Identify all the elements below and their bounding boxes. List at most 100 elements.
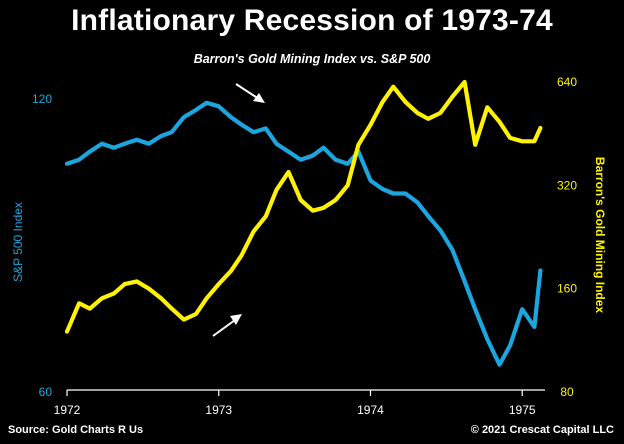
series-1-point [404, 100, 407, 104]
series-1-point [159, 297, 163, 300]
series-0-point [439, 229, 442, 232]
series-0-point [100, 142, 104, 145]
series-1-point [533, 140, 536, 143]
series-1-point [147, 287, 151, 290]
y-left-tick-label: 120 [32, 92, 52, 106]
series-0-point [112, 146, 116, 149]
series-1-point [346, 184, 349, 187]
series-1-point [498, 120, 501, 124]
left-axis-ticks: 60 120 [32, 92, 52, 399]
y-right-axis-label: Barron's Gold Mining Index [593, 157, 607, 314]
series-0-point [252, 131, 255, 134]
series-0-point [159, 134, 163, 138]
series-1-point [287, 170, 290, 174]
y-right-tick-label: 80 [560, 385, 574, 399]
series-1-point [264, 215, 267, 218]
series-0-point [322, 146, 325, 149]
series-0-point [65, 162, 69, 165]
series-line-1 [64, 79, 543, 334]
series-line-0 [64, 100, 543, 367]
series-0-point [463, 280, 466, 283]
series-1-point [322, 206, 325, 210]
series-layer [64, 79, 543, 367]
series-1-point [508, 136, 512, 140]
series-0-point [123, 142, 126, 145]
series-0-point [182, 116, 185, 119]
x-tick-label: 1974 [357, 403, 384, 417]
series-1-point [205, 297, 208, 300]
chart-title: Inflationary Recession of 1973-74 [71, 4, 553, 37]
series-1-point [539, 126, 542, 130]
series-0-point [346, 162, 349, 165]
x-tick-label: 1973 [205, 403, 232, 417]
series-0-point [533, 325, 536, 329]
y-left-tick-label: 60 [39, 385, 53, 399]
series-0-point [416, 201, 419, 204]
series-0-point [369, 179, 372, 182]
y-right-tick-label: 320 [557, 178, 577, 192]
source-note: Source: Gold Charts R Us [8, 424, 144, 436]
series-1-point [275, 188, 278, 192]
series-1-point [100, 297, 104, 300]
series-1-point [521, 140, 524, 143]
series-1-point [194, 312, 198, 316]
x-tick-label: 1972 [54, 403, 81, 417]
series-0-point [77, 158, 81, 161]
series-1-point [369, 123, 372, 127]
chart-subtitle: Barron's Gold Mining Index vs. S&P 500 [193, 52, 431, 66]
series-1-point [451, 95, 454, 98]
series-1-point [65, 330, 69, 333]
arrow-up-icon [212, 314, 242, 337]
series-1-point [182, 318, 185, 321]
series-0-point [508, 344, 512, 347]
series-0-point [404, 192, 407, 195]
series-1-point [416, 111, 419, 115]
arrow-down-icon [235, 83, 265, 103]
series-0-point [392, 192, 395, 195]
series-0-point [264, 127, 267, 130]
series-0-point [194, 108, 198, 112]
series-1-point [77, 302, 81, 305]
series-1-point [334, 198, 337, 202]
series-0-point [299, 158, 302, 161]
series-0-point [275, 142, 278, 145]
series-0-point [217, 105, 220, 108]
series-0-point [147, 142, 151, 145]
series-1-point [217, 282, 220, 286]
series-1-point [123, 282, 126, 286]
series-1-point [474, 143, 477, 146]
series-1-point [252, 230, 255, 233]
series-1-point [135, 280, 138, 283]
series-0-point [521, 308, 524, 311]
series-0-point [88, 150, 92, 153]
series-1-point [229, 269, 233, 273]
y-right-tick-label: 160 [557, 282, 577, 296]
series-0-point [381, 187, 384, 191]
y-left-axis-label: S&P 500 Index [11, 202, 25, 282]
series-1-point [439, 111, 442, 115]
series-0-point [170, 131, 173, 134]
copyright-note: © 2021 Crescat Capital LLC [470, 424, 614, 436]
series-1-point [392, 85, 395, 88]
y-right-tick-label: 640 [557, 75, 577, 89]
series-0-point [135, 138, 138, 141]
x-ticks: 1972 1973 1974 1975 [54, 390, 536, 417]
series-0-point [539, 269, 542, 272]
series-1-point [311, 209, 314, 212]
series-1-point [112, 292, 116, 295]
series-0-point [311, 154, 314, 157]
series-0-point [287, 150, 290, 153]
series-1-point [357, 143, 360, 146]
series-0-point [240, 123, 243, 126]
series-1-point [88, 307, 92, 310]
series-0-point [334, 158, 337, 161]
series-0-point [498, 363, 501, 366]
series-1-point [486, 106, 489, 109]
series-0-point [427, 214, 430, 218]
x-tick-label: 1975 [509, 403, 536, 417]
series-1-point [240, 254, 243, 257]
series-0-point [205, 101, 208, 105]
series-1-point [381, 100, 384, 104]
series-1-point [463, 80, 466, 84]
